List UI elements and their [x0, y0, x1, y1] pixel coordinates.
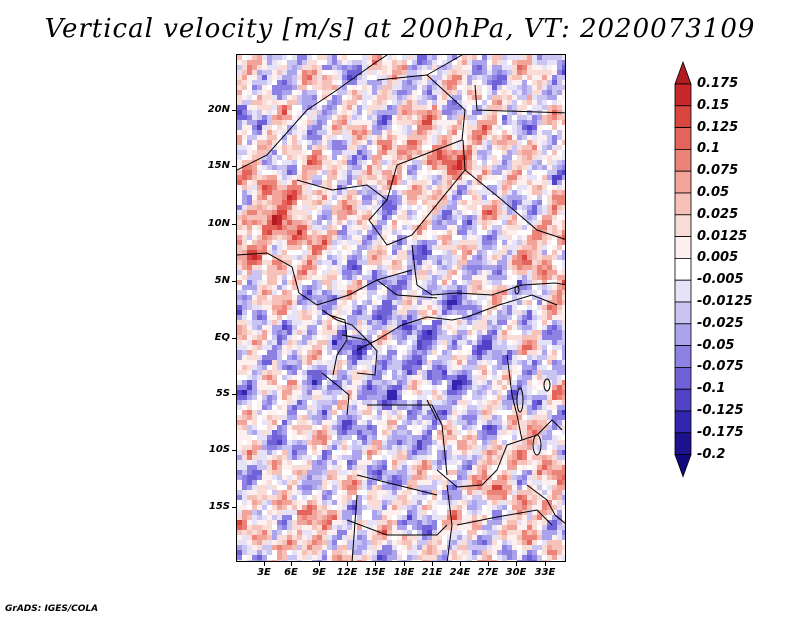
lat-tick-label: 5N	[214, 275, 230, 286]
vertical-velocity-field	[237, 55, 565, 561]
lat-tick-label: 20N	[207, 104, 230, 115]
lat-tick	[232, 394, 236, 395]
lat-tick	[232, 281, 236, 282]
lon-tick	[375, 562, 376, 566]
colorbar-level-label: 0.025	[697, 206, 739, 222]
colorbar-swatch	[674, 301, 692, 325]
colorbar-level-label: 0.125	[697, 119, 739, 135]
colorbar-swatch	[674, 432, 692, 455]
colorbar-level-label: 0.005	[697, 250, 739, 266]
lon-tick	[460, 562, 461, 566]
lat-tick-label: 10N	[207, 218, 230, 229]
colorbar-min-triangle	[674, 454, 692, 478]
colorbar-swatch	[674, 366, 692, 390]
colorbar-level-label: -0.2	[697, 446, 726, 462]
lat-tick-label: EQ	[214, 332, 230, 343]
lon-tick	[432, 562, 433, 566]
colorbar-level-label: -0.175	[697, 424, 744, 440]
colorbar	[674, 60, 692, 478]
colorbar-swatch	[674, 279, 692, 303]
colorbar-level-label: 0.05	[697, 185, 730, 200]
colorbar-level-label: -0.1	[697, 381, 726, 397]
lat-tick	[232, 224, 236, 225]
lon-tick	[291, 562, 292, 566]
colorbar-level-label: -0.05	[697, 337, 735, 353]
lat-tick-label: 10S	[208, 444, 230, 455]
colorbar-level-label: -0.075	[697, 359, 744, 375]
lon-tick	[516, 562, 517, 566]
colorbar-swatch	[674, 236, 692, 259]
colorbar-swatch	[674, 323, 692, 346]
lon-tick-label: 33E	[534, 567, 556, 578]
lat-tick	[232, 338, 236, 339]
lon-tick-label: 6E	[284, 567, 298, 578]
lon-tick	[319, 562, 320, 566]
lon-tick-label: 21E	[421, 567, 443, 578]
colorbar-level-label: -0.005	[697, 272, 744, 288]
map-title: Vertical velocity [m/s] at 200hPa, VT: 2…	[44, 14, 756, 44]
colorbar-level-label: -0.125	[697, 403, 744, 418]
colorbar-level-label: 0.15	[697, 97, 730, 113]
lon-tick-label: 18E	[393, 567, 415, 578]
lon-tick	[264, 562, 265, 566]
colorbar-swatch	[674, 170, 692, 194]
colorbar-level-label: 0.0125	[697, 228, 748, 244]
colorbar-level-label: 0.175	[697, 76, 739, 91]
lon-tick	[488, 562, 489, 566]
lat-tick	[232, 450, 236, 451]
colorbar-swatch	[674, 83, 692, 107]
lat-tick-label: 15S	[208, 501, 230, 512]
colorbar-swatch	[674, 410, 692, 434]
lat-tick-label: 5S	[215, 388, 230, 399]
colorbar-swatch	[674, 192, 692, 216]
map-panel	[236, 54, 566, 562]
colorbar-swatch	[674, 127, 692, 150]
footer-credit: GrADS: IGES/COLA	[5, 604, 99, 614]
lat-tick	[232, 166, 236, 167]
lon-tick	[545, 562, 546, 566]
colorbar-swatch	[674, 105, 692, 128]
lon-tick-label: 27E	[477, 567, 499, 578]
lat-tick	[232, 507, 236, 508]
lon-tick-label: 30E	[505, 567, 527, 578]
colorbar-swatch	[674, 214, 692, 238]
lon-tick-label: 15E	[364, 567, 386, 578]
colorbar-swatch	[674, 388, 692, 412]
lon-tick-label: 12E	[336, 567, 358, 578]
colorbar-swatch	[674, 257, 692, 281]
lon-tick	[404, 562, 405, 566]
lat-tick-label: 15N	[207, 160, 230, 171]
lon-tick-label: 3E	[257, 567, 271, 578]
colorbar-swatch	[674, 345, 692, 368]
colorbar-swatch	[674, 149, 692, 172]
lon-tick	[347, 562, 348, 566]
lon-tick-label: 9E	[312, 567, 326, 578]
colorbar-level-label: 0.1	[697, 141, 721, 157]
colorbar-level-label: -0.025	[697, 315, 744, 331]
colorbar-level-label: -0.0125	[697, 294, 753, 309]
lon-tick-label: 24E	[449, 567, 471, 578]
lat-tick	[232, 110, 236, 111]
colorbar-max-triangle	[674, 60, 692, 85]
colorbar-level-label: 0.075	[697, 163, 739, 179]
